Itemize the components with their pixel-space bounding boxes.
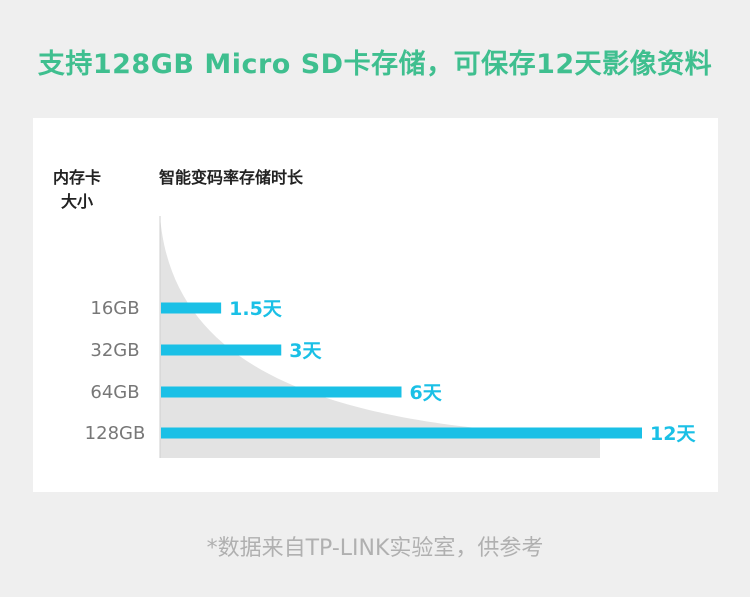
bar-value-label: 3天 (289, 340, 322, 362)
category-tick-label: 64GB (90, 382, 139, 403)
duration-axis-label: 智能变码率存储时长 (159, 168, 304, 187)
storage-bar (161, 386, 402, 398)
storage-bar (161, 344, 282, 356)
card-size-label-line-1: 内存卡 (52, 168, 101, 187)
card-size-label-line-2: 大小 (60, 192, 93, 211)
bar-value-label: 6天 (410, 382, 443, 404)
category-tick-label: 128GB (85, 423, 146, 444)
footnote: *数据来自TP-LINK实验室，供参考 (206, 536, 544, 561)
storage-duration-chart: 16GB 1.5天 32GB 3天 64GB 6天 128GB 12天 (85, 216, 696, 458)
storage-bar (161, 427, 642, 439)
storage-bar (161, 302, 222, 314)
bar-value-label: 12天 (650, 423, 696, 445)
category-tick-label: 16GB (90, 298, 139, 319)
headline: 支持128GB Micro SD卡存储，可保存12天影像资料 (37, 49, 713, 80)
chart-card: 内存卡 大小 智能变码率存储时长 16GB 1.5天 32GB 3天 64GB 6天 128… (33, 118, 718, 492)
storage-curve-area (160, 216, 600, 458)
card-size-axis-label: 内存卡 大小 (47, 166, 107, 214)
category-tick-label: 32GB (90, 340, 139, 361)
bar-value-label: 1.5天 (229, 298, 283, 320)
